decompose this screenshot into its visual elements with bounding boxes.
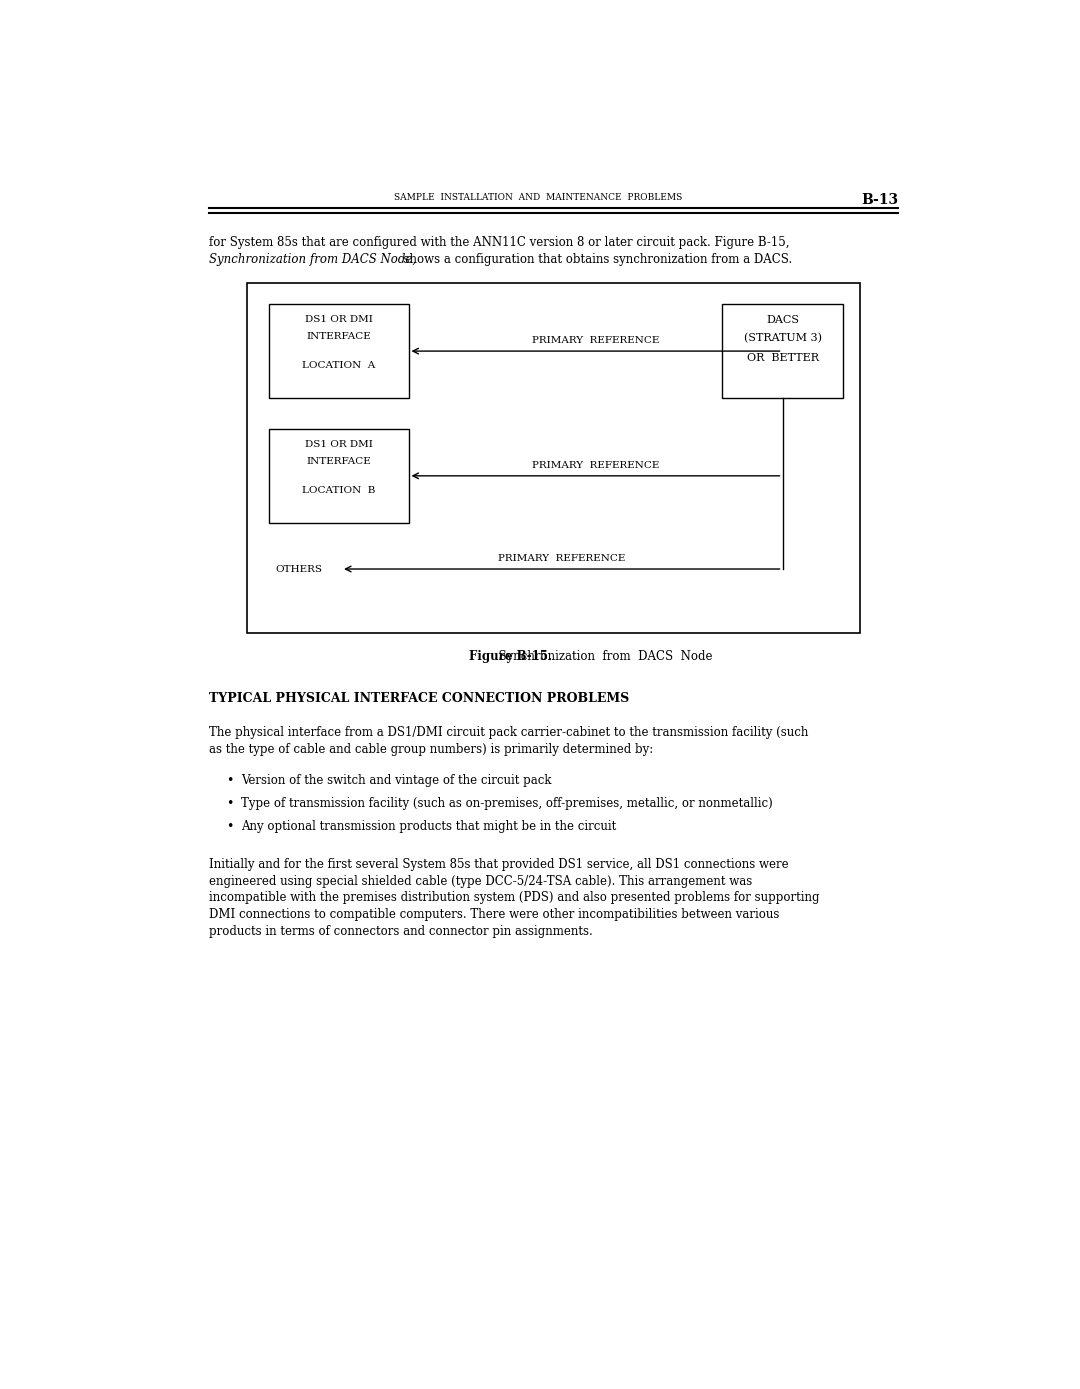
Text: INTERFACE: INTERFACE xyxy=(307,332,372,340)
Text: •: • xyxy=(226,774,233,786)
Text: products in terms of connectors and connector pin assignments.: products in terms of connectors and conn… xyxy=(208,925,592,938)
Text: shows a configuration that obtains synchronization from a DACS.: shows a configuration that obtains synch… xyxy=(396,253,793,267)
Text: PRIMARY  REFERENCE: PRIMARY REFERENCE xyxy=(531,461,659,469)
Text: INTERFACE: INTERFACE xyxy=(307,457,372,465)
Text: B-13: B-13 xyxy=(861,193,899,207)
Text: Any optional transmission products that might be in the circuit: Any optional transmission products that … xyxy=(241,821,617,833)
Text: The physical interface from a DS1/DMI circuit pack carrier-cabinet to the transm: The physical interface from a DS1/DMI ci… xyxy=(208,726,808,739)
Text: OTHERS: OTHERS xyxy=(275,564,322,574)
Text: engineered using special shielded cable (type DCC-5/24-TSA cable). This arrangem: engineered using special shielded cable … xyxy=(208,875,752,888)
Text: DS1 OR DMI: DS1 OR DMI xyxy=(305,315,373,324)
Text: Figure B-15.: Figure B-15. xyxy=(470,650,552,663)
Text: LOCATION  A: LOCATION A xyxy=(302,361,376,369)
Bar xyxy=(247,282,860,633)
Text: OR  BETTER: OR BETTER xyxy=(746,353,819,364)
Text: Initially and for the first several System 85s that provided DS1 service, all DS: Initially and for the first several Syst… xyxy=(208,858,788,871)
Text: (STRATUM 3): (STRATUM 3) xyxy=(743,333,822,343)
Text: TYPICAL PHYSICAL INTERFACE CONNECTION PROBLEMS: TYPICAL PHYSICAL INTERFACE CONNECTION PR… xyxy=(208,692,629,706)
Text: SAMPLE  INSTALLATION  AND  MAINTENANCE  PROBLEMS: SAMPLE INSTALLATION AND MAINTENANCE PROB… xyxy=(394,193,683,201)
Text: DS1 OR DMI: DS1 OR DMI xyxy=(305,440,373,449)
Text: DMI connections to compatible computers. There were other incompatibilities betw: DMI connections to compatible computers.… xyxy=(208,908,779,921)
Text: Synchronization  from  DACS  Node: Synchronization from DACS Node xyxy=(490,650,713,663)
Bar xyxy=(723,304,842,399)
Text: PRIMARY  REFERENCE: PRIMARY REFERENCE xyxy=(531,336,659,344)
Text: •: • xyxy=(226,821,233,833)
Text: PRIMARY  REFERENCE: PRIMARY REFERENCE xyxy=(498,554,625,563)
Text: Synchronization from DACS Node,: Synchronization from DACS Node, xyxy=(208,253,416,267)
Text: •: • xyxy=(226,797,233,810)
Text: incompatible with the premises distribution system (PDS) and also presented prob: incompatible with the premises distribut… xyxy=(208,892,819,904)
Text: Version of the switch and vintage of the circuit pack: Version of the switch and vintage of the… xyxy=(241,774,552,786)
Text: Type of transmission facility (such as on-premises, off-premises, metallic, or n: Type of transmission facility (such as o… xyxy=(241,797,773,810)
Bar xyxy=(269,429,408,522)
Text: as the type of cable and cable group numbers) is primarily determined by:: as the type of cable and cable group num… xyxy=(208,743,653,756)
Text: for System 85s that are configured with the ANN11C version 8 or later circuit pa: for System 85s that are configured with … xyxy=(208,236,789,249)
Text: DACS: DACS xyxy=(766,315,799,325)
Bar xyxy=(269,304,408,399)
Text: LOCATION  B: LOCATION B xyxy=(302,486,376,494)
